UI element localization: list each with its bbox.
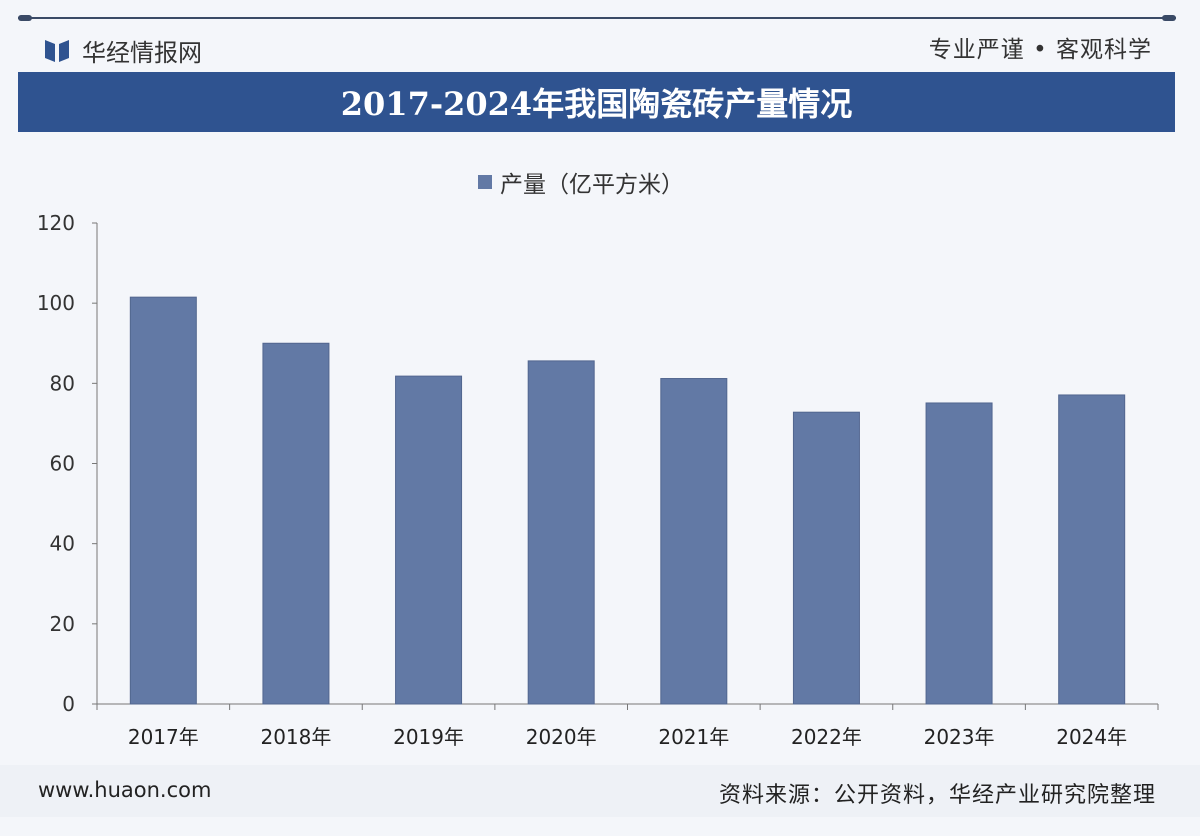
slogan: 专业严谨 • 客观科学 — [928, 37, 1152, 63]
bar-2020年 — [527, 360, 595, 705]
x-tick-label: 2017年 — [128, 725, 199, 749]
x-tick-label: 2019年 — [393, 725, 464, 749]
bar-2023年 — [925, 402, 993, 705]
top-divider — [18, 15, 1176, 21]
bar-2024年 — [1058, 394, 1126, 705]
x-tick-label: 2020年 — [526, 725, 597, 749]
y-tick-label: 40 — [50, 532, 75, 556]
y-tick-label: 120 — [37, 211, 75, 235]
logo-text: 华经情报网 — [82, 39, 202, 67]
x-tick-label: 2018年 — [260, 725, 331, 749]
legend-label: 产量（亿平方米） — [500, 172, 684, 198]
y-tick-label: 0 — [62, 692, 75, 716]
book-logo-icon — [45, 39, 69, 62]
y-tick-label: 20 — [50, 612, 75, 636]
x-tick-label: 2024年 — [1056, 725, 1127, 749]
legend-swatch — [478, 175, 492, 189]
logo: 华经情报网 — [44, 33, 202, 68]
y-tick-label: 80 — [50, 371, 75, 395]
website: www.huaon.com — [38, 778, 212, 802]
chart-title: 2017-2024年我国陶瓷砖产量情况 — [18, 72, 1175, 132]
source-note: 资料来源：公开资料，华经产业研究院整理 — [718, 783, 1156, 808]
bar-2018年 — [262, 342, 330, 705]
legend: 产量（亿平方米） — [478, 165, 684, 199]
bar-2019年 — [395, 375, 463, 705]
x-tick-label: 2022年 — [791, 725, 862, 749]
x-tick-label: 2023年 — [924, 725, 995, 749]
bar-2017年 — [129, 296, 197, 705]
bar-2022年 — [792, 411, 860, 705]
bar-2021年 — [660, 378, 728, 705]
footer-bar — [0, 765, 1200, 817]
x-tick-label: 2021年 — [658, 725, 729, 749]
y-tick-label: 60 — [50, 452, 75, 476]
y-tick-label: 100 — [37, 291, 75, 315]
